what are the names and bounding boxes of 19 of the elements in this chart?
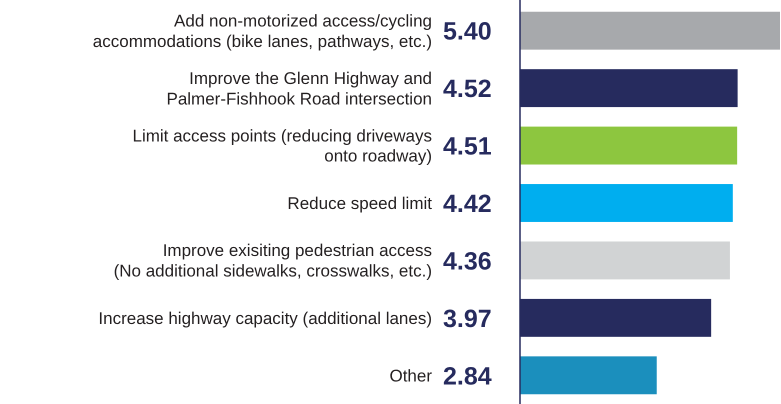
y-tick-label: Add non-motorized access/cycling accommodations (bike lanes, pathways, etc.)	[92, 11, 432, 51]
bar	[520, 241, 730, 280]
data-label: 4.42	[443, 190, 492, 218]
y-tick-label: Reduce speed limit	[287, 194, 432, 213]
data-label: 3.97	[443, 304, 492, 333]
bar	[520, 356, 657, 394]
data-label: 2.84	[443, 362, 492, 390]
y-tick-label: Increase highway capacity (additional lanes)	[98, 308, 432, 328]
y-tick-label: Improve exisiting pedestrian access (No additional sidewalks, crosswalks, etc.)	[114, 241, 432, 281]
bar	[520, 126, 738, 165]
y-tick-label: Other	[389, 366, 432, 386]
data-label: 4.51	[443, 132, 492, 161]
data-label: 4.36	[443, 247, 492, 276]
bar	[520, 12, 780, 50]
y-tick-label: Improve the Glenn Highway and Palmer-Fishhook Road intersection	[166, 68, 432, 108]
bar	[520, 184, 733, 222]
y-tick-label: Limit access points (reducing driveways onto roadway)	[132, 126, 432, 166]
data-label: 5.40	[443, 18, 492, 46]
data-label: 4.52	[443, 75, 492, 104]
